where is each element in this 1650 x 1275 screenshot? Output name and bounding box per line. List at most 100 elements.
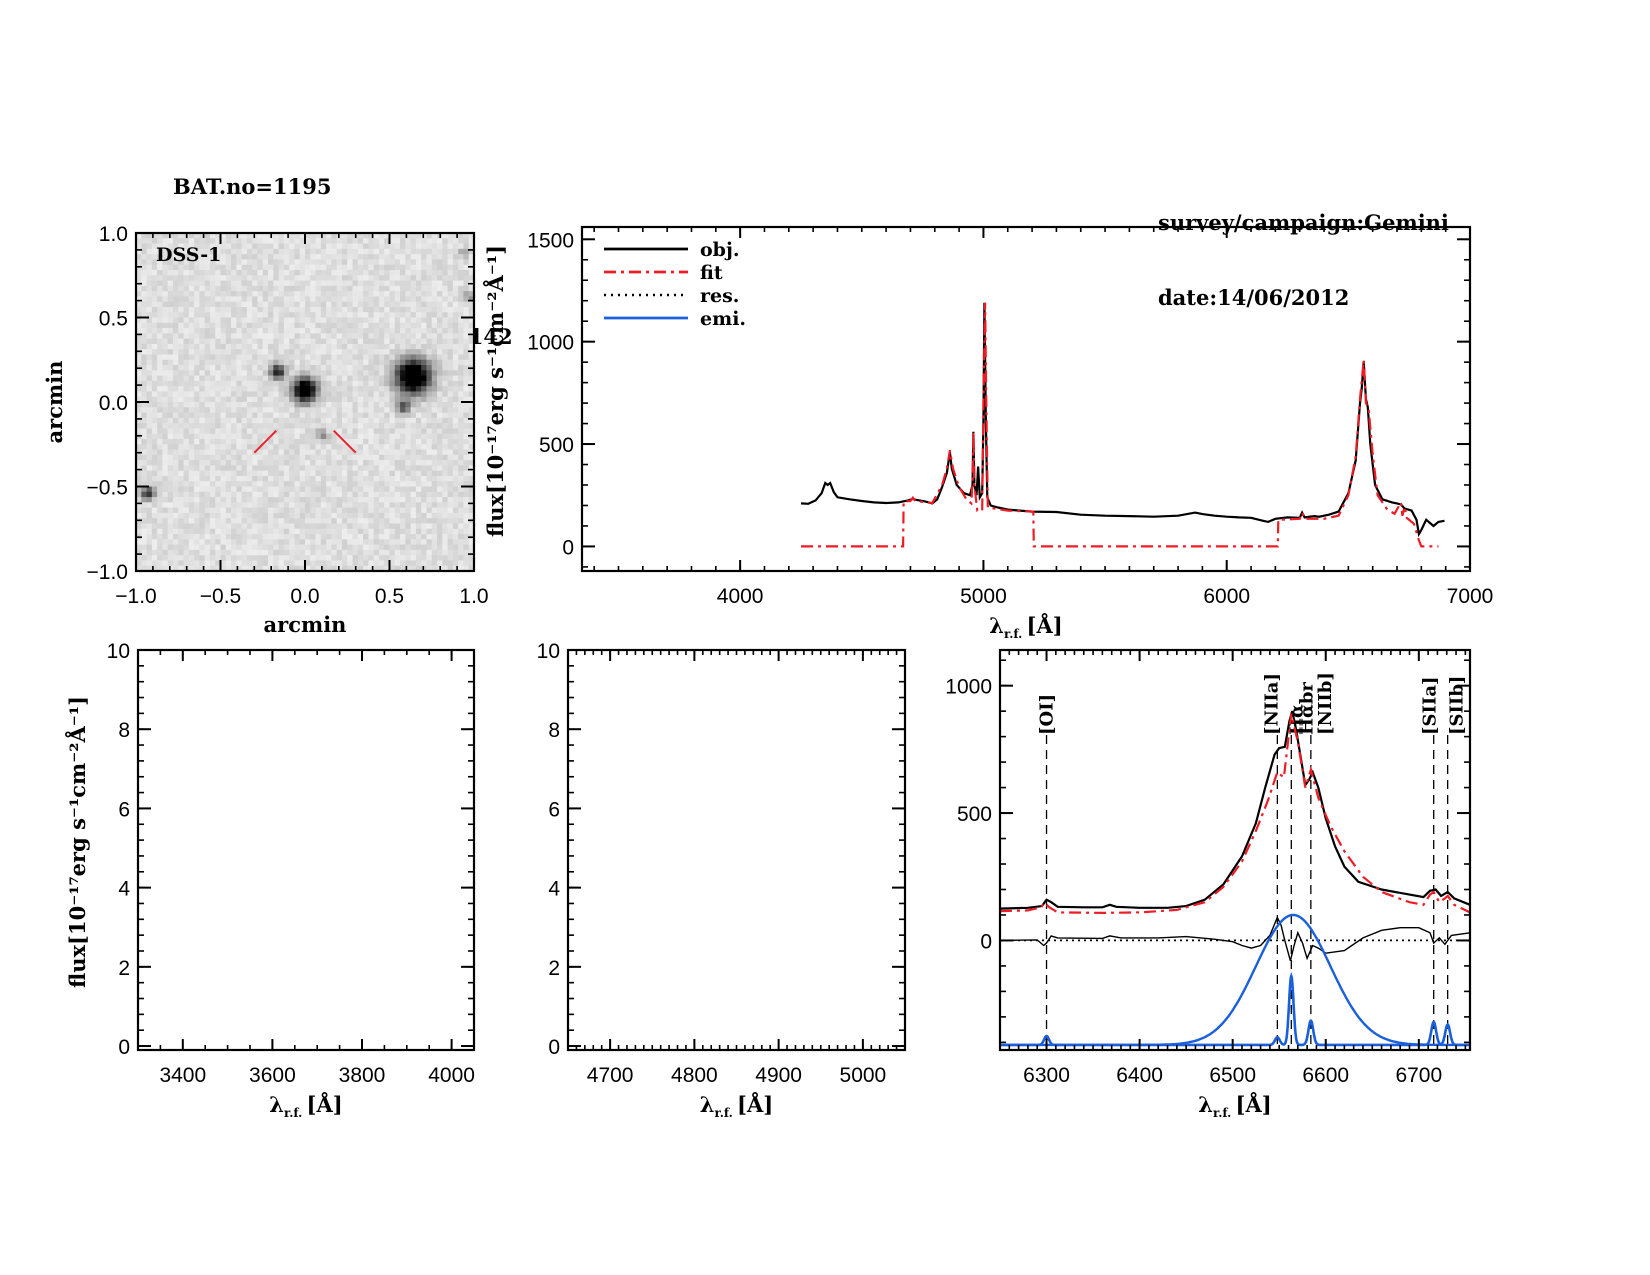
image-pixel [209,233,216,239]
image-pixel [368,460,375,466]
image-pixel [157,428,163,435]
image-pixel [341,233,348,239]
image-pixel [146,502,153,509]
image-pixel [215,423,221,429]
image-pixel [141,233,147,239]
x-tick-label: 6400 [1116,1064,1163,1087]
image-pixel [326,565,332,572]
image-pixel [136,370,142,376]
image-pixel [463,502,470,509]
image-pixel [326,491,332,498]
image-pixel [199,549,206,556]
image-pixel [268,380,274,387]
image-pixel [468,539,475,545]
image-pixel [262,481,269,487]
image-pixel [373,423,380,429]
image-pixel [431,560,438,567]
image-pixel [315,280,322,287]
image-pixel [368,285,375,292]
image-pixel [252,544,258,551]
image-pixel [278,301,285,308]
image-pixel [283,312,290,318]
image-pixel [431,238,438,244]
image-pixel [405,444,412,450]
image-pixel [225,491,232,498]
image-pixel [357,233,364,239]
image-pixel [167,438,174,445]
image-pixel [389,306,396,313]
image-pixel [136,544,142,551]
image-pixel [194,312,200,318]
image-pixel [273,449,279,456]
image-pixel [431,497,438,503]
image-pixel [215,518,221,524]
image-pixel [167,486,174,493]
image-pixel [231,365,237,371]
image-pixel [141,412,147,419]
image-pixel [315,528,322,535]
image-pixel [262,539,269,545]
image-pixel [294,539,301,545]
image-pixel [136,549,142,556]
image-pixel [341,338,348,345]
image-pixel [458,375,464,382]
image-pixel [220,291,227,297]
image-pixel [299,438,306,445]
image-pixel [431,534,438,540]
image-pixel [167,402,174,408]
image-pixel [241,269,248,276]
image-pixel [394,438,401,445]
image-pixel [336,454,343,461]
image-pixel [347,534,353,540]
image-pixel [252,349,258,355]
image-pixel [463,275,470,281]
image-pixel [157,365,163,371]
image-pixel [410,560,417,567]
image-pixel [468,507,475,514]
image-pixel [220,354,227,361]
image-pixel [231,301,237,308]
image-pixel [157,312,163,318]
image-pixel [225,259,232,266]
image-pixel [215,402,221,408]
image-pixel [194,465,200,472]
image-pixel [315,491,322,498]
image-pixel [194,354,200,361]
image-pixel [199,317,206,324]
image-pixel [299,523,306,530]
image-pixel [236,417,243,424]
image-pixel [141,549,147,556]
image-pixel [378,333,385,340]
image-pixel [320,301,327,308]
image-pixel [442,375,448,382]
image-pixel [199,306,206,313]
image-pixel [178,555,184,561]
image-pixel [389,497,396,503]
image-pixel [400,375,406,382]
image-pixel [157,412,163,419]
image-pixel [136,470,142,477]
image-pixel [357,544,364,551]
image-pixel [194,280,200,287]
image-pixel [194,544,200,551]
image-pixel [326,470,332,477]
image-pixel [231,322,237,329]
image-pixel [357,549,364,556]
image-pixel [209,544,216,551]
image-pixel [151,549,158,556]
image-pixel [336,402,343,408]
image-pixel [431,354,438,361]
image-pixel [278,391,285,398]
image-pixel [162,528,169,535]
image-pixel [326,534,332,540]
image-pixel [352,502,359,509]
image-pixel [368,549,375,556]
image-pixel [347,386,353,392]
image-pixel [278,328,285,334]
image-pixel [231,428,237,435]
image-pixel [336,264,343,271]
image-pixel [204,512,211,519]
image-pixel [151,317,158,324]
image-pixel [294,285,301,292]
image-pixel [146,328,153,334]
